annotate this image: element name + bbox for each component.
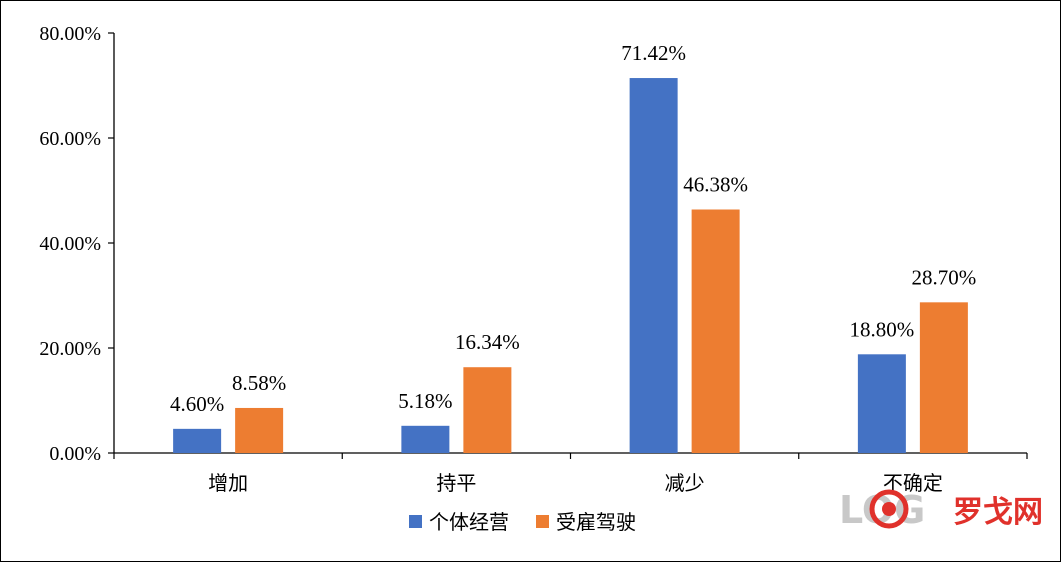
bar-self-employed <box>857 354 906 453</box>
legend-swatch <box>409 515 422 528</box>
bar-employed <box>919 302 968 453</box>
bar-data-label: 5.18% <box>398 389 452 413</box>
watermark-logo: LOG 罗戈网 <box>839 488 1043 532</box>
watermark-dot-icon <box>882 502 896 516</box>
bar-employed <box>691 209 740 453</box>
x-category-label: 减少 <box>665 471 705 495</box>
x-category-label: 持平 <box>436 471 476 495</box>
bar-employed <box>235 407 284 453</box>
legend-label: 个体经营 <box>429 510 509 534</box>
bar-self-employed <box>629 78 678 454</box>
y-tick-label: 20.00% <box>39 338 101 360</box>
data-labels: 4.60% 8.58% 5.18% 16.34% 71.42% 46.38% 18.80% 2… <box>170 41 976 416</box>
legend-swatch <box>536 515 549 528</box>
bar-data-label: 16.34% <box>455 330 520 354</box>
legend-label: 受雇驾驶 <box>556 510 636 534</box>
bar-data-label: 4.60% <box>170 392 224 416</box>
bar-self-employed <box>173 428 222 453</box>
legend: 个体经营 受雇驾驶 <box>409 510 636 534</box>
bar-data-label: 71.42% <box>621 41 686 65</box>
bar-data-label: 8.58% <box>232 371 286 395</box>
y-tick-label: 0.00% <box>49 443 101 465</box>
bars <box>173 78 968 454</box>
y-tick-label: 60.00% <box>39 128 101 150</box>
bar-data-label: 28.70% <box>912 265 977 289</box>
bar-data-label: 18.80% <box>850 317 915 341</box>
x-category-label: 增加 <box>208 471 248 495</box>
bar-self-employed <box>401 425 450 453</box>
watermark-cn: 罗戈网 <box>953 495 1043 530</box>
watermark-ring-icon <box>869 489 909 529</box>
bar-employed <box>463 367 512 453</box>
y-tick-label: 80.00% <box>39 23 101 45</box>
y-tick-label: 40.00% <box>39 233 101 255</box>
bar-data-label: 46.38% <box>683 173 748 197</box>
